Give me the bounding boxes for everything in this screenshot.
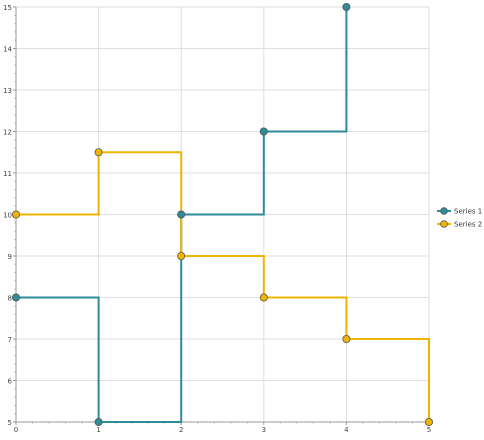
y-tick-label: 15 xyxy=(3,4,12,12)
x-tick-label: 5 xyxy=(427,426,431,434)
y-tick-label: 14 xyxy=(3,46,12,54)
series-1-point xyxy=(259,127,268,136)
series-2-point xyxy=(342,334,351,343)
series-1-point xyxy=(342,3,351,11)
y-tick-label: 11 xyxy=(3,170,12,178)
series-1-point xyxy=(177,210,186,219)
y-tick-label: 9 xyxy=(8,253,12,261)
series-1-point xyxy=(11,293,20,302)
y-tick-label: 12 xyxy=(3,129,12,137)
x-tick-label: 3 xyxy=(262,426,266,434)
y-tick-label: 5 xyxy=(8,419,12,427)
series-2-point xyxy=(94,148,103,157)
y-tick-label: 7 xyxy=(8,336,12,344)
x-tick-label: 0 xyxy=(14,426,18,434)
y-tick-label: 6 xyxy=(8,378,13,386)
x-tick-label: 4 xyxy=(344,426,349,434)
y-tick-label: 8 xyxy=(8,295,12,303)
x-tick-label: 1 xyxy=(96,426,100,434)
series-1-point xyxy=(94,417,103,426)
legend-label: Series 1 xyxy=(454,208,482,216)
series-2-point xyxy=(259,293,268,302)
series-2-point xyxy=(177,251,186,260)
y-tick-label: 13 xyxy=(3,87,12,95)
series-line-2 xyxy=(16,151,430,422)
legend-swatch-marker xyxy=(440,220,448,228)
series-2-point xyxy=(424,417,433,426)
legend: Series 1 Series 2 xyxy=(437,207,482,229)
legend-swatch-marker xyxy=(440,207,448,215)
x-tick-label: 2 xyxy=(179,426,183,434)
series-2-point xyxy=(11,210,20,219)
legend-label: Series 2 xyxy=(454,221,482,229)
y-tick-label: 10 xyxy=(3,212,12,220)
series-layer xyxy=(11,3,433,426)
